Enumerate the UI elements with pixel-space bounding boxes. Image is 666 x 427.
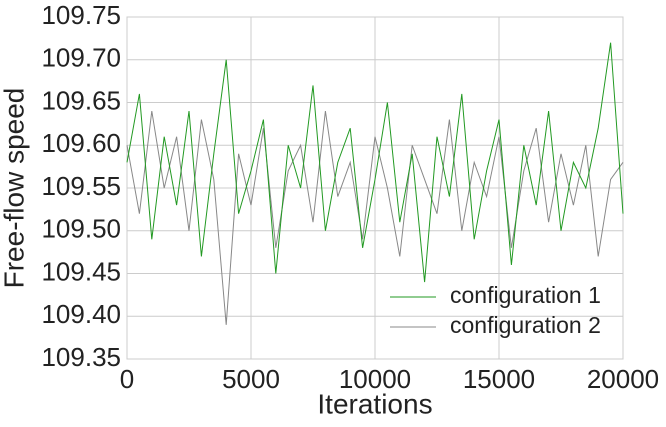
y-tick-label: 109.45 — [41, 256, 121, 286]
x-tick-label: 15000 — [463, 364, 535, 394]
y-axis-label: Free-flow speed — [0, 88, 29, 289]
legend-label: configuration 2 — [450, 312, 601, 338]
x-tick-label: 10000 — [339, 364, 411, 394]
series-line — [126, 42, 624, 283]
x-tick-label: 20000 — [587, 364, 659, 394]
y-tick-label: 109.60 — [41, 128, 121, 158]
x-tick-label: 5000 — [222, 364, 280, 394]
y-tick-label: 109.50 — [41, 214, 121, 244]
y-tick-label: 109.35 — [41, 342, 121, 372]
legend-label: configuration 1 — [450, 282, 601, 308]
y-tick-label: 109.40 — [41, 299, 121, 329]
y-tick-label: 109.70 — [41, 43, 121, 73]
x-axis-label: Iterations — [317, 388, 432, 419]
y-tick-label: 109.55 — [41, 171, 121, 201]
y-tick-label: 109.65 — [41, 85, 121, 115]
y-tick-label: 109.75 — [41, 0, 121, 30]
x-tick-label: 0 — [120, 364, 134, 394]
series-line — [126, 110, 624, 325]
